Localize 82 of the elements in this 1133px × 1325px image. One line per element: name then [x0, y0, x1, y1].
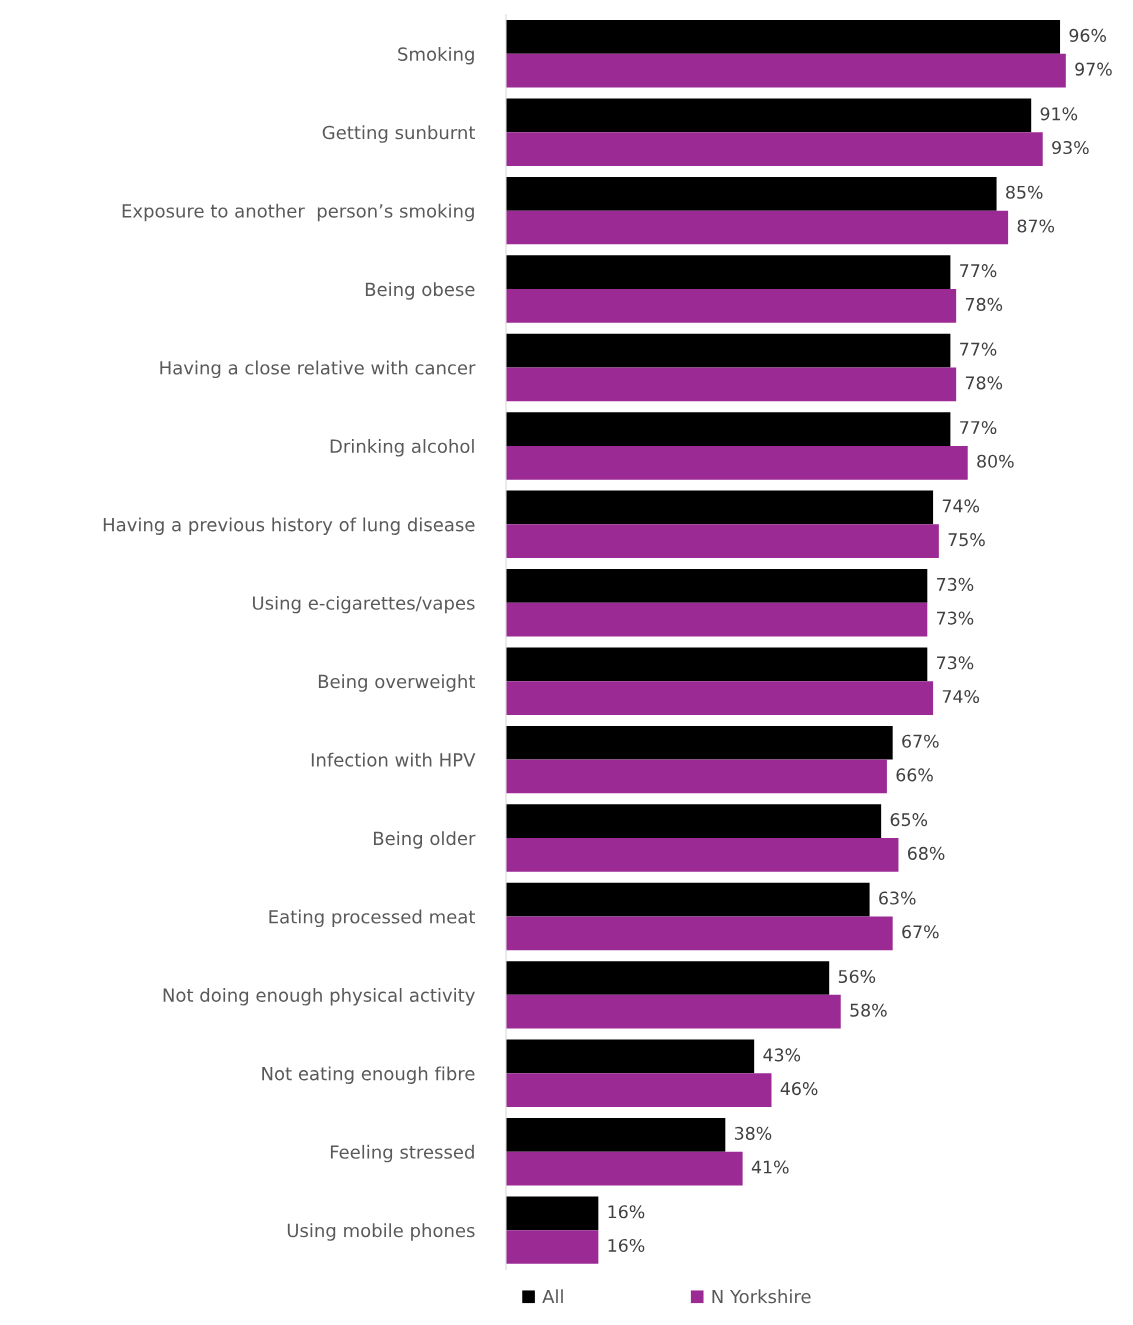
y-tick-label: Using mobile phones — [287, 1223, 475, 1241]
bar — [506, 759, 887, 794]
bar — [506, 210, 1009, 245]
y-tick-label: Exposure to another person’s smoking — [122, 203, 474, 222]
y-tick-label: Using e-cigarettes/vapes — [253, 595, 475, 614]
data-label: 91% — [1040, 107, 1078, 121]
legend-label: All — [542, 1289, 563, 1304]
legend-label: N Yorkshire — [712, 1289, 811, 1304]
bar — [506, 98, 1032, 133]
data-label: 16% — [608, 1238, 645, 1253]
data-label: 74% — [942, 499, 980, 513]
bar — [506, 490, 934, 525]
bar — [506, 132, 1043, 166]
bar — [506, 569, 928, 603]
bar — [506, 916, 893, 951]
bar — [506, 838, 899, 872]
data-label: 78% — [965, 376, 1003, 390]
bar — [506, 804, 882, 839]
data-label: 97% — [1075, 62, 1112, 76]
y-tick-label: Getting sunburnt — [322, 125, 476, 143]
data-label: 77% — [960, 420, 997, 435]
data-label: 38% — [734, 1126, 772, 1140]
data-label: 63% — [879, 891, 916, 905]
data-label: 73% — [937, 577, 974, 591]
data-label: 73% — [937, 611, 974, 625]
bar — [506, 367, 957, 402]
data-label: 78% — [965, 297, 1003, 311]
bar — [506, 20, 1061, 54]
y-tick-label: Being obese — [365, 282, 475, 300]
bar — [506, 445, 968, 480]
data-label: 66% — [896, 768, 933, 782]
data-label: 96% — [1069, 28, 1107, 42]
bar — [506, 333, 951, 368]
y-tick-label: Being overweight — [318, 674, 475, 692]
bar — [506, 53, 1066, 88]
bar — [506, 1196, 599, 1231]
bar — [506, 1230, 599, 1264]
bar — [506, 961, 830, 995]
data-label: 74% — [942, 689, 980, 704]
bar — [506, 681, 934, 715]
data-label: 87% — [1017, 219, 1055, 233]
data-label: 67% — [902, 925, 939, 939]
y-tick-label: Eating processed meat — [269, 909, 476, 928]
data-label: 67% — [902, 734, 939, 748]
data-label: 77% — [960, 342, 997, 356]
data-label: 56% — [838, 969, 876, 984]
y-tick-label: Drinking alcohol — [330, 439, 474, 457]
bar — [506, 1117, 726, 1152]
data-label: 46% — [780, 1082, 818, 1096]
data-label: 85% — [1006, 185, 1043, 199]
bar — [506, 289, 957, 323]
y-tick-label: Feeling stressed — [330, 1144, 474, 1163]
data-label: 58% — [850, 1003, 887, 1017]
data-label: 80% — [977, 454, 1014, 468]
bar — [506, 412, 951, 446]
bar — [506, 524, 939, 559]
bar — [506, 1073, 772, 1108]
data-label: 93% — [1052, 140, 1089, 155]
data-label: 16% — [608, 1205, 645, 1219]
data-label: 43% — [763, 1048, 801, 1062]
data-label: 65% — [890, 813, 928, 827]
y-tick-label: Being older — [374, 831, 476, 849]
y-tick-label: Smoking — [398, 46, 474, 65]
data-label: 41% — [751, 1160, 789, 1174]
data-label: 68% — [908, 846, 945, 860]
bar — [506, 1039, 755, 1074]
bar — [506, 994, 841, 1029]
bar — [506, 882, 870, 917]
y-tick-label: Not doing enough physical activity — [163, 988, 475, 1006]
bar — [506, 176, 997, 211]
bar — [506, 602, 928, 637]
y-tick-label: Having a close relative with cancer — [160, 360, 476, 379]
data-label: 77% — [960, 264, 997, 278]
bar — [506, 1151, 743, 1186]
data-label: 73% — [937, 656, 974, 670]
y-tick-label: Infection with HPV — [311, 752, 476, 767]
y-tick-label: Having a previous history of lung disease — [103, 517, 475, 535]
bar — [506, 647, 928, 682]
bar — [506, 725, 893, 760]
bar — [506, 255, 951, 290]
data-label: 75% — [948, 533, 985, 547]
y-tick-label: Not eating enough fibre — [262, 1066, 475, 1084]
